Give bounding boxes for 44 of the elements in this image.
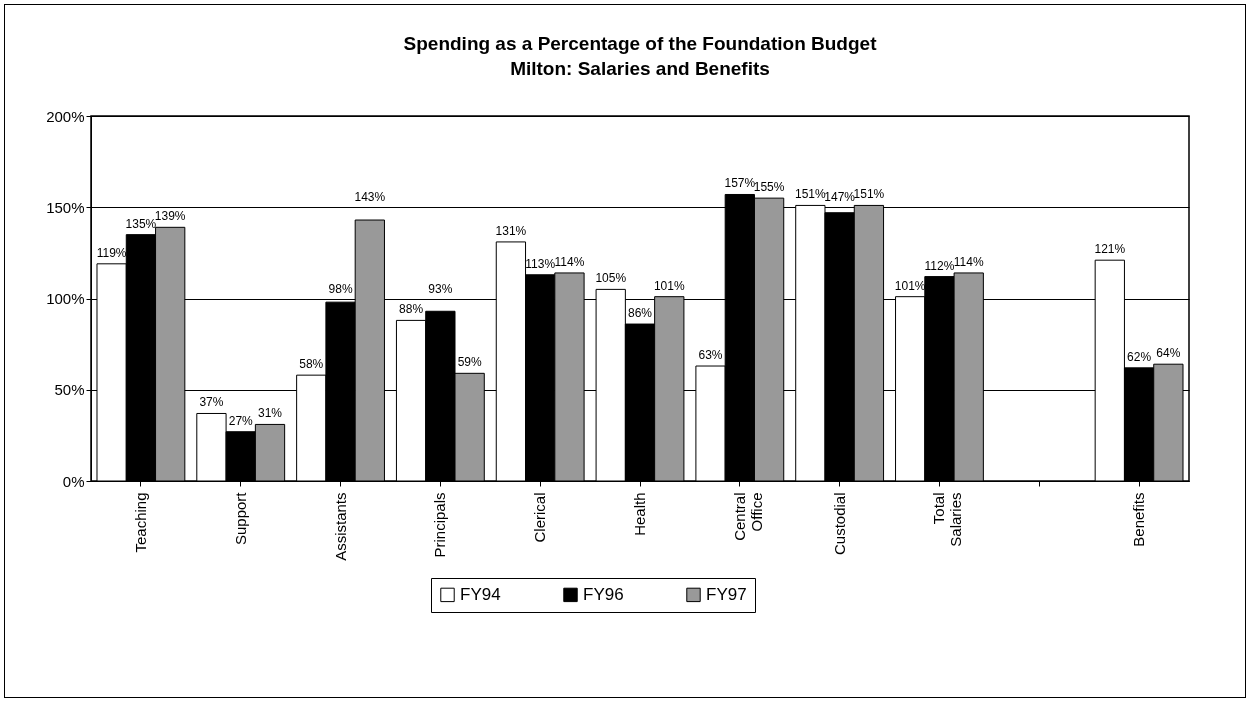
x-tick-label: Central Office <box>730 492 765 541</box>
data-label: 101% <box>653 278 685 293</box>
data-label: 112% <box>924 258 955 273</box>
data-label: 58% <box>299 357 324 372</box>
data-label: 98% <box>328 281 353 296</box>
x-tick-label: Clerical <box>531 492 549 543</box>
data-label: 119% <box>96 245 127 260</box>
legend-label: FY94 <box>460 584 501 604</box>
data-label: 37% <box>199 395 224 410</box>
data-label: 93% <box>428 281 453 296</box>
y-tick-label: 150% <box>46 198 85 216</box>
x-tick-label: Total Salaries <box>930 492 965 547</box>
data-label: 114% <box>554 254 585 269</box>
data-label: 88% <box>399 302 424 317</box>
chart-subtitle: Milton: Salaries and Benefits <box>510 58 770 79</box>
y-tick-label: 50% <box>54 381 85 399</box>
data-label: 64% <box>1156 346 1181 361</box>
data-label: 135% <box>125 216 157 231</box>
legend-label: FY97 <box>706 584 747 604</box>
data-label: 86% <box>627 306 653 321</box>
data-label: 63% <box>698 348 723 363</box>
data-label: 155% <box>753 180 785 195</box>
x-tick-label: Principals <box>431 492 449 558</box>
data-label: 62% <box>1127 349 1152 364</box>
data-label: 143% <box>354 190 386 205</box>
x-tick-label: Custodial <box>830 492 848 556</box>
y-tick-label: 200% <box>46 107 85 125</box>
x-tick-label: Teaching <box>131 492 149 553</box>
x-tick-label: Support <box>231 491 249 546</box>
data-label: 59% <box>457 355 482 370</box>
data-label: 113% <box>525 256 556 271</box>
data-label: 27% <box>228 413 254 428</box>
legend-label: FY96 <box>583 584 624 604</box>
y-tick-label: 100% <box>46 290 85 307</box>
y-tick-label: 0% <box>62 472 85 490</box>
data-label: 121% <box>1094 242 1126 257</box>
chart-title: Spending as a Percentage of the Foundation Budget <box>403 33 878 54</box>
x-tick-label: Health <box>631 492 648 536</box>
x-tick-label: Benefits <box>1130 492 1148 547</box>
data-label: 114% <box>953 254 984 269</box>
data-label: 31% <box>257 406 283 421</box>
data-label: 131% <box>495 223 527 238</box>
data-label: 105% <box>595 271 627 286</box>
x-tick-label: Assistants <box>331 492 349 561</box>
